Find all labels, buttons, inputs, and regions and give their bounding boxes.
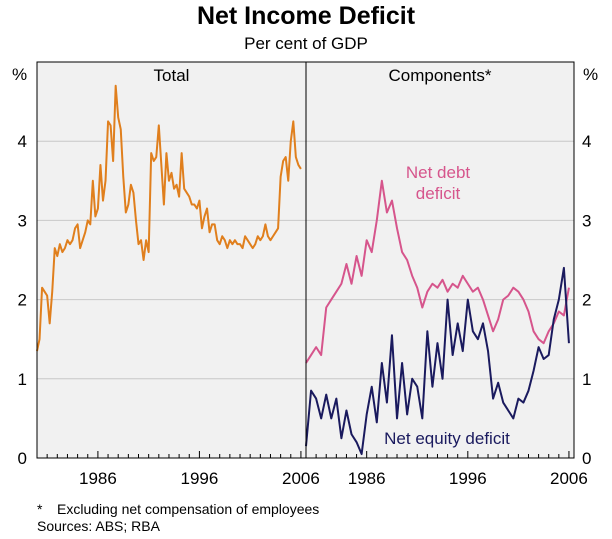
y-tick-label: 2: [582, 291, 591, 310]
series-line-net-equity-deficit: [305, 266, 570, 456]
x-tick-label: 2006: [282, 469, 320, 488]
y-tick-labels-right: 0 1 2 3 4: [582, 132, 591, 468]
y-tick-label: 4: [18, 132, 27, 151]
y-tick-label: 0: [582, 449, 591, 468]
y-tick-label: 0: [18, 449, 27, 468]
y-tick-label: 3: [582, 211, 591, 230]
sources-note: Sources: ABS; RBA: [37, 518, 160, 534]
x-tick-labels-left: 1986 1996 2006: [79, 469, 320, 488]
y-axis-unit-left: %: [12, 65, 27, 84]
y-tick-label: 1: [582, 370, 591, 389]
x-tick-labels-right: 1986 1996 2006: [348, 469, 588, 488]
x-tick-label: 1996: [449, 469, 487, 488]
plot-background-right: [306, 62, 574, 458]
y-axis-unit-right: %: [583, 65, 598, 84]
y-tick-labels-left: 0 1 2 3 4: [18, 132, 27, 468]
series-line-net-debt-deficit: [305, 179, 570, 364]
chart-subtitle: Per cent of GDP: [244, 34, 368, 53]
footnote-text: Excluding net compensation of employees: [57, 501, 320, 517]
series-lines: [36, 84, 570, 456]
y-tick-label: 3: [18, 211, 27, 230]
footnote: * Excluding net compensation of employees: [37, 501, 319, 517]
x-tick-label: 1986: [348, 469, 386, 488]
chart-title: Net Income Deficit: [196, 2, 416, 30]
series-label-net-debt-line2: deficit: [416, 184, 461, 203]
panel-title-components: Components*: [388, 66, 491, 85]
y-tick-label: 1: [18, 370, 27, 389]
x-tick-label: 1986: [79, 469, 117, 488]
y-tick-label: 4: [582, 132, 591, 151]
y-tick-label: 2: [18, 291, 27, 310]
series-label-net-debt-line1: Net debt: [406, 163, 471, 182]
plot-background-left: [37, 62, 306, 458]
footnote-marker: *: [37, 501, 43, 517]
series-line-total: [36, 84, 302, 352]
panel-title-total: Total: [154, 66, 190, 85]
series-label-net-equity: Net equity deficit: [384, 429, 510, 448]
x-tick-label: 2006: [550, 469, 588, 488]
axis-ticks: [36, 451, 570, 458]
x-tick-label: 1996: [181, 469, 219, 488]
